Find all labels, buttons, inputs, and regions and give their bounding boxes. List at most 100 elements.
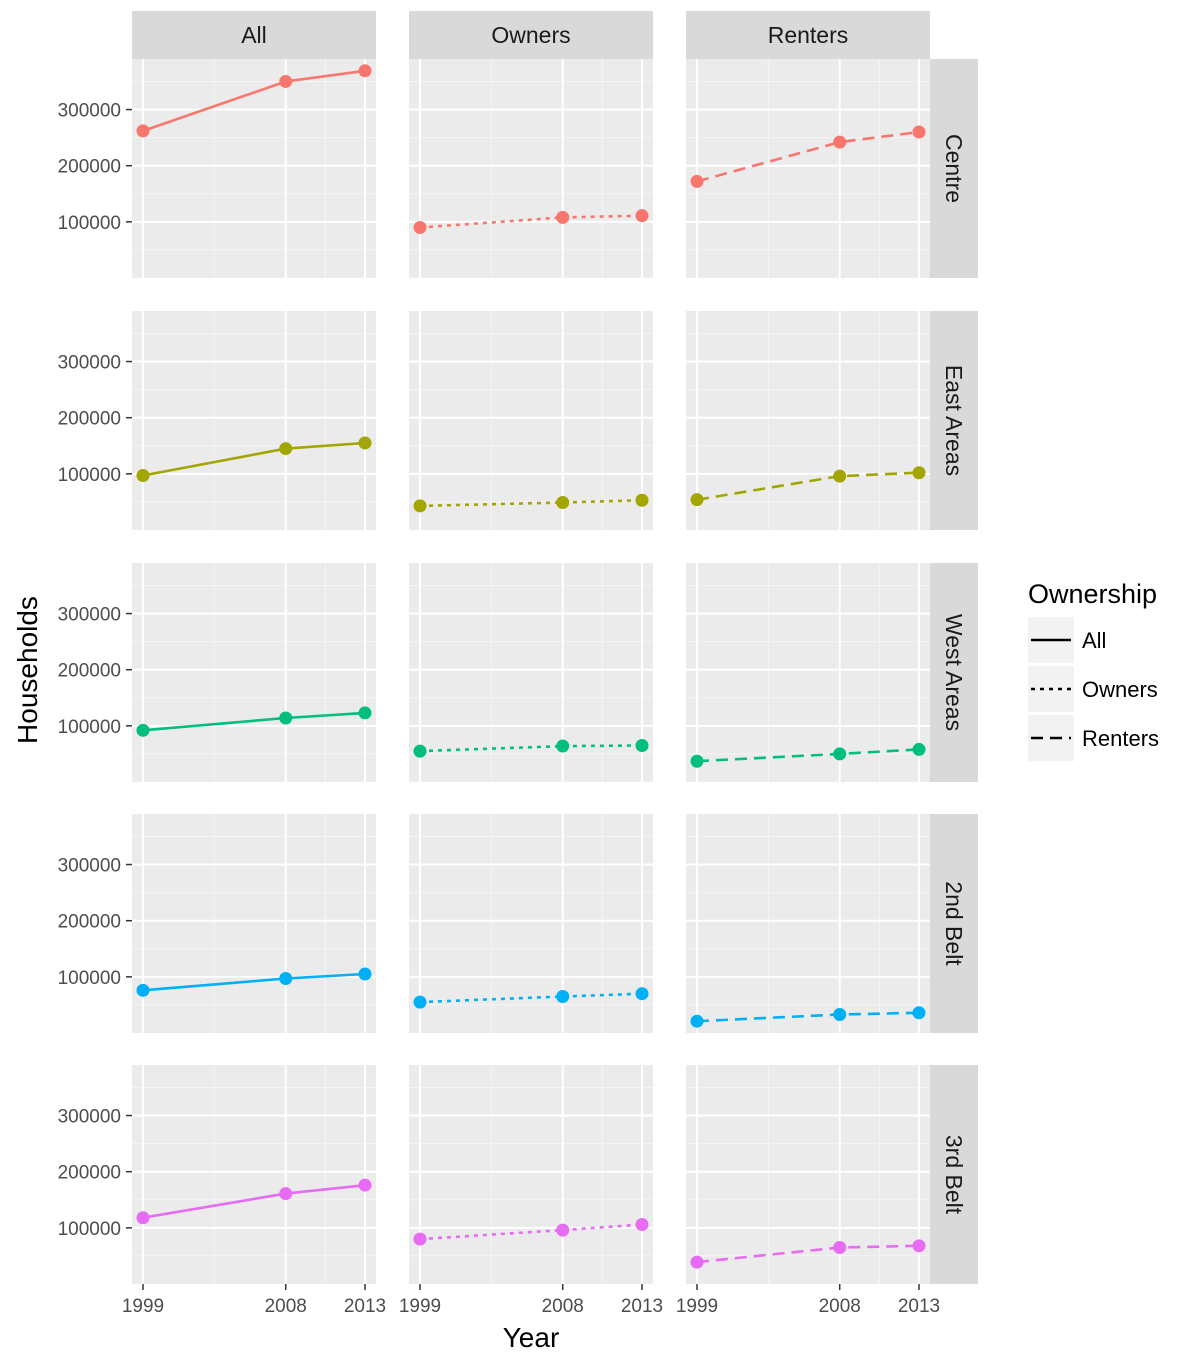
row-strip-3rd-belt: 3rd Belt <box>930 1065 978 1284</box>
series-line <box>696 130 920 183</box>
legend-label: Renters <box>1082 726 1159 751</box>
panel-east-areas-renters <box>686 311 930 530</box>
panel-background <box>686 59 930 278</box>
panel-background <box>132 59 376 278</box>
panel-east-areas-all <box>132 311 376 530</box>
row-strip-label: East Areas <box>941 365 967 476</box>
data-point <box>635 1217 649 1231</box>
strip-background <box>930 1065 978 1284</box>
data-point <box>136 1211 150 1225</box>
panel-centre-owners <box>409 59 653 278</box>
series-2nd-belt-all <box>136 967 372 997</box>
data-point <box>635 493 649 507</box>
panel-2nd-belt-renters <box>686 814 930 1033</box>
data-point <box>279 442 293 456</box>
panel-background <box>686 563 930 782</box>
column-strip-all: All <box>132 11 376 59</box>
data-point <box>690 1014 704 1028</box>
data-point <box>556 739 570 753</box>
y-tick-label: 100000 <box>58 213 121 234</box>
y-tick-label: 200000 <box>58 1163 121 1184</box>
data-point <box>912 125 926 139</box>
data-point <box>136 983 150 997</box>
panel-background <box>132 563 376 782</box>
legend-item-renters: Renters <box>1028 715 1159 761</box>
panel-east-areas-owners <box>409 311 653 530</box>
series-east-areas-owners <box>413 493 649 513</box>
series-centre-renters <box>690 125 926 188</box>
row-strip-label: West Areas <box>941 614 967 731</box>
data-point <box>556 210 570 224</box>
panel-background <box>132 311 376 530</box>
panel-background <box>409 1065 653 1284</box>
series-line <box>419 214 643 229</box>
row-strip-label: Centre <box>941 134 967 203</box>
x-tick-label: 1999 <box>122 1296 164 1317</box>
data-point <box>556 495 570 509</box>
x-tick-label: 2008 <box>542 1296 584 1317</box>
strip-background <box>930 311 978 530</box>
data-point <box>690 493 704 507</box>
legend-label: All <box>1082 628 1106 653</box>
y-tick-label: 100000 <box>58 717 121 738</box>
y-tick-label: 200000 <box>58 409 121 430</box>
legend-item-owners: Owners <box>1028 666 1158 712</box>
data-point <box>279 711 293 725</box>
x-tick-label: 1999 <box>399 1296 441 1317</box>
panel-west-areas-all <box>132 563 376 782</box>
data-point <box>912 1239 926 1253</box>
data-point <box>358 64 372 78</box>
column-strip-renters: Renters <box>686 11 930 59</box>
column-strip-label: Renters <box>768 22 849 48</box>
y-tick-label: 200000 <box>58 157 121 178</box>
panel-background <box>409 59 653 278</box>
x-tick-label: 2013 <box>898 1296 940 1317</box>
data-point <box>413 1232 427 1246</box>
row-strip-2nd-belt: 2nd Belt <box>930 814 978 1033</box>
strip-background <box>930 563 978 782</box>
series-layer <box>136 64 926 1269</box>
panel-3rd-belt-owners <box>409 1065 653 1284</box>
series-line <box>419 744 643 753</box>
data-point <box>912 466 926 480</box>
strip-background <box>132 11 376 59</box>
series-west-areas-owners <box>413 739 649 758</box>
panel-background <box>686 814 930 1033</box>
strip-background <box>686 11 930 59</box>
data-point <box>136 124 150 138</box>
series-3rd-belt-renters <box>690 1239 926 1269</box>
strip-background <box>930 814 978 1033</box>
data-point <box>279 74 293 88</box>
data-point <box>413 220 427 234</box>
panel-west-areas-owners <box>409 563 653 782</box>
data-point <box>635 739 649 752</box>
panel-background <box>132 814 376 1033</box>
panel-background <box>686 311 930 530</box>
legend-title: Ownership <box>1028 579 1157 609</box>
data-point <box>358 967 372 981</box>
data-point <box>556 990 570 1003</box>
panel-background <box>409 814 653 1033</box>
series-line <box>419 992 643 1004</box>
panel-west-areas-renters <box>686 563 930 782</box>
y-tick-label: 200000 <box>58 912 121 933</box>
row-strip-east-areas: East Areas <box>930 311 978 530</box>
data-point <box>635 987 649 1001</box>
data-point <box>413 499 427 513</box>
series-centre-all <box>136 64 372 138</box>
x-tick-label: 2008 <box>265 1296 307 1317</box>
y-tick-label: 300000 <box>58 353 121 374</box>
data-point <box>279 1187 293 1201</box>
series-centre-owners <box>413 209 649 234</box>
y-tick-label: 300000 <box>58 101 121 122</box>
row-strip-centre: Centre <box>930 59 978 278</box>
y-tick-label: 300000 <box>58 856 121 877</box>
y-tick-label: 100000 <box>58 968 121 989</box>
data-point <box>136 723 150 737</box>
data-point <box>413 744 427 758</box>
series-east-areas-renters <box>690 466 926 507</box>
data-point <box>635 209 649 223</box>
data-point <box>358 706 372 720</box>
data-point <box>833 135 847 149</box>
